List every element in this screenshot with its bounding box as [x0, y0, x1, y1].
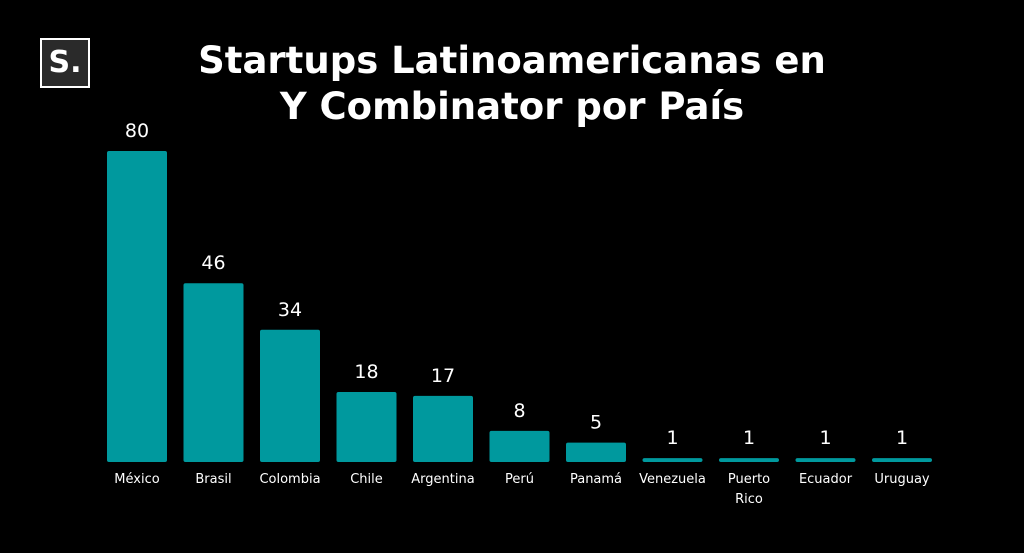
value-label-2: 34: [278, 299, 302, 321]
bar-3: [336, 392, 397, 462]
category-label-9: Ecuador: [799, 472, 853, 487]
category-label-10: Uruguay: [874, 472, 930, 487]
value-label-5: 8: [513, 400, 525, 422]
bar-5: [489, 430, 550, 462]
value-label-3: 18: [354, 361, 378, 383]
bar-9: [795, 458, 856, 462]
category-label-1: Brasil: [195, 472, 231, 487]
logo-text: S.: [48, 45, 82, 80]
value-label-9: 1: [819, 427, 831, 449]
brand-logo: S.: [40, 38, 90, 88]
category-label-5: Perú: [505, 472, 534, 487]
bar-1: [183, 283, 244, 462]
category-label-6: Panamá: [570, 472, 622, 487]
value-label-4: 17: [431, 365, 455, 387]
bar-7: [642, 458, 703, 462]
chart-title-line-1: Startups Latinoamericanas en: [198, 39, 826, 82]
category-label-8-line-1: Puerto: [728, 472, 770, 487]
chart-title: Startups Latinoamericanas en Y Combinato…: [0, 38, 1024, 130]
chart-title-line-2: Y Combinator por País: [279, 85, 745, 128]
category-label-4: Argentina: [411, 472, 474, 487]
category-label-0: México: [114, 472, 159, 487]
category-label-7: Venezuela: [639, 472, 706, 487]
category-label-2: Colombia: [259, 472, 320, 487]
bar-6: [566, 442, 626, 462]
category-label-3: Chile: [350, 472, 383, 487]
value-label-0: 80: [125, 120, 149, 142]
bar-8: [719, 458, 779, 462]
category-label-8-line-2: Rico: [735, 492, 763, 507]
value-label-1: 46: [201, 252, 225, 274]
value-label-6: 5: [590, 412, 602, 434]
value-label-8: 1: [743, 427, 755, 449]
bar-4: [413, 395, 473, 462]
bar-2: [260, 329, 320, 462]
value-label-10: 1: [896, 427, 908, 449]
bar-0: [107, 151, 167, 462]
value-label-7: 1: [666, 427, 678, 449]
bar-10: [872, 458, 932, 462]
